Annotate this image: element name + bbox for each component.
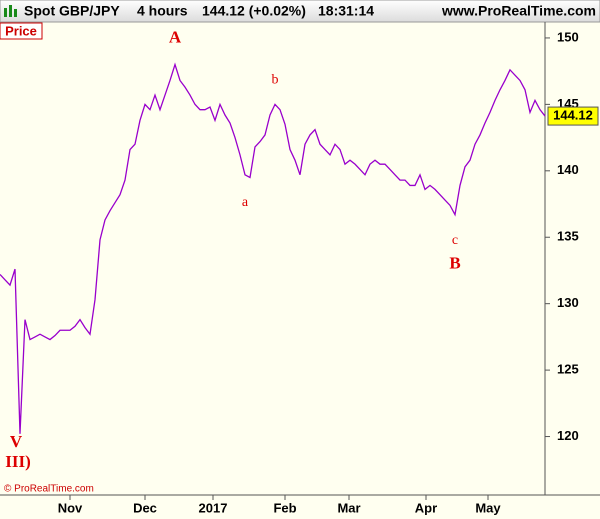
y-tick-label: 130	[557, 295, 579, 310]
y-tick-label: 125	[557, 362, 579, 377]
x-tick-label: Feb	[273, 500, 296, 515]
y-tick-label: 135	[557, 229, 579, 244]
y-tick-label: 150	[557, 29, 579, 44]
x-tick-label: 2017	[199, 500, 228, 515]
instrument: Spot GBP/JPY	[24, 3, 120, 19]
wave-label: b	[272, 73, 279, 88]
quote: 144.12 (+0.02%)	[202, 3, 306, 19]
copyright: © ProRealTime.com	[4, 484, 94, 495]
header-icon	[4, 5, 17, 17]
price-label-box	[0, 22, 43, 40]
y-tick-label: 140	[557, 162, 579, 177]
last-price-box	[547, 106, 599, 126]
x-tick-label: Dec	[133, 500, 157, 515]
x-tick-label: May	[475, 500, 501, 515]
wave-label: c	[452, 233, 458, 248]
last-price: 144.12	[553, 108, 593, 123]
time: 18:31:14	[318, 3, 374, 19]
wave-label: a	[242, 195, 249, 210]
header-bar	[0, 0, 600, 23]
wave-label: B	[449, 254, 460, 273]
y-tick-label: 120	[557, 428, 579, 443]
x-tick-label: Mar	[337, 500, 360, 515]
wave-label: III)	[5, 452, 31, 471]
timeframe: 4 hours	[137, 3, 188, 19]
wave-label: V	[10, 432, 23, 451]
x-tick-label: Nov	[58, 500, 83, 515]
site: www.ProRealTime.com	[441, 3, 596, 19]
price-label: Price	[5, 23, 37, 38]
price-line	[0, 62, 546, 434]
x-tick-label: Apr	[415, 500, 437, 515]
wave-label: A	[169, 27, 182, 46]
